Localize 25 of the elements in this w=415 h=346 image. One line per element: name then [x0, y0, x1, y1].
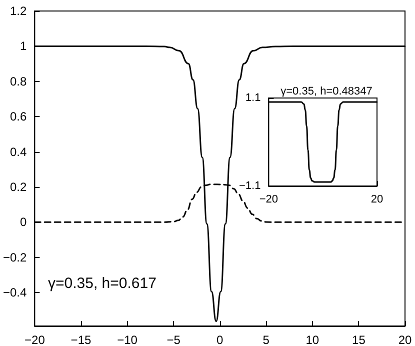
x-tick-label: 5	[262, 333, 270, 346]
y-tick-label: 0.6	[10, 110, 28, 124]
x-tick-label: −20	[24, 333, 46, 346]
chart-title: γ=0.35, h=0.48347	[280, 86, 372, 98]
x-tick-label: 10	[306, 333, 320, 346]
x-tick-label: 0	[216, 333, 224, 346]
x-tick-label: −15	[70, 333, 92, 346]
y-tick-label: 0.4	[10, 144, 28, 159]
y-tick-label: 1.2	[10, 4, 28, 18]
x-tick-label: −10	[117, 333, 138, 346]
x-tick-label: −20	[259, 194, 278, 206]
y-tick-label: 1	[20, 39, 27, 54]
y-tick-label: 0	[20, 215, 27, 230]
x-tick-label: 20	[398, 333, 412, 346]
x-tick-label: 20	[370, 194, 384, 206]
y-tick-label: −0.2	[2, 250, 27, 264]
line-series	[268, 101, 378, 183]
x-tick-label: −5	[166, 333, 181, 346]
y-tick-label: −1.1	[238, 180, 261, 192]
y-tick-label: 0.8	[10, 74, 28, 88]
y-tick-label: 0.2	[10, 180, 28, 194]
annotation: γ=0.35, h=0.617	[48, 275, 156, 292]
y-tick-label: 1.1	[245, 92, 261, 104]
y-tick-label: −0.4	[2, 286, 27, 300]
x-tick-label: 15	[352, 333, 366, 346]
